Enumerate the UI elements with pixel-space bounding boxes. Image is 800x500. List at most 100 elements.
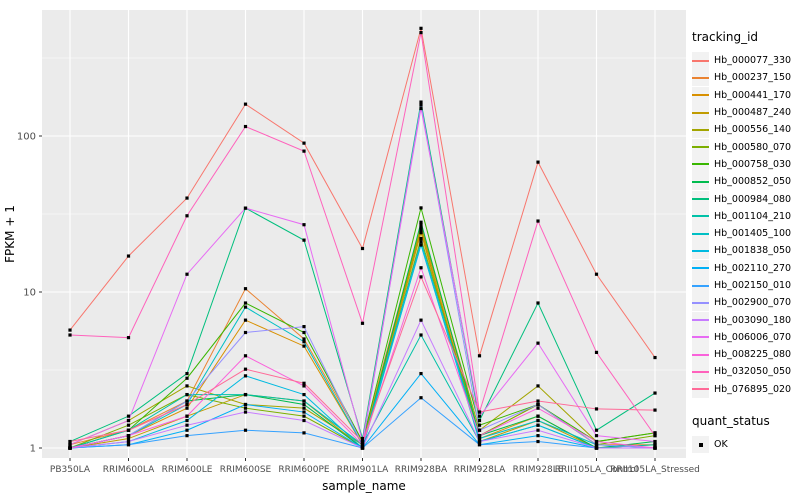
data-point bbox=[360, 439, 365, 444]
data-point bbox=[302, 340, 306, 344]
legend-item-Hb_000580_070: Hb_000580_070 bbox=[692, 138, 798, 156]
data-point bbox=[419, 100, 423, 104]
data-point bbox=[477, 443, 482, 447]
data-point bbox=[419, 266, 423, 270]
data-point bbox=[302, 392, 306, 397]
data-point bbox=[302, 418, 306, 423]
data-point bbox=[302, 399, 306, 403]
legend-item-label: Hb_000852_050 bbox=[714, 176, 792, 188]
legend-key-icon bbox=[692, 225, 709, 243]
data-point bbox=[594, 407, 599, 411]
data-point bbox=[360, 436, 365, 441]
data-point bbox=[302, 384, 306, 388]
legend-color-line-icon bbox=[692, 370, 709, 373]
data-point bbox=[243, 305, 248, 309]
data-point bbox=[536, 399, 540, 403]
data-point bbox=[419, 223, 423, 227]
legend-color-line-icon bbox=[692, 319, 709, 322]
data-point bbox=[536, 423, 540, 427]
data-point bbox=[419, 275, 423, 279]
legend-color-line-icon bbox=[692, 249, 709, 252]
data-point bbox=[419, 236, 423, 241]
x-tick-label: PB350LA bbox=[50, 465, 91, 475]
legend-key-icon bbox=[692, 277, 709, 294]
legend-key-icon bbox=[692, 380, 709, 398]
data-point bbox=[594, 446, 599, 450]
legend-key-icon bbox=[692, 346, 709, 364]
y-tick-label: 1 bbox=[30, 444, 36, 455]
data-point bbox=[477, 418, 482, 423]
data-point bbox=[419, 318, 423, 322]
ok-point-icon bbox=[692, 436, 709, 454]
data-point bbox=[185, 272, 189, 276]
x-tick-label: RRIM928LA bbox=[454, 465, 506, 475]
data-point bbox=[302, 330, 306, 335]
data-point bbox=[243, 374, 248, 378]
data-point bbox=[536, 439, 540, 444]
legend-item-label: Hb_000984_080 bbox=[714, 193, 792, 205]
legend-item-label: Hb_000758_030 bbox=[714, 158, 792, 170]
data-point bbox=[68, 439, 72, 444]
legend-key-icon bbox=[692, 328, 709, 346]
data-point bbox=[243, 301, 248, 305]
data-point bbox=[477, 414, 482, 418]
legend-item-Hb_006006_070: Hb_006006_070 bbox=[692, 328, 798, 346]
legend-item-label: Hb_002150_010 bbox=[714, 280, 792, 291]
legend-color-line-icon bbox=[692, 198, 709, 201]
data-point bbox=[536, 428, 540, 432]
data-point bbox=[185, 371, 189, 376]
data-point bbox=[653, 408, 657, 412]
legend-item-ok: OK bbox=[692, 436, 798, 454]
data-point bbox=[185, 376, 189, 380]
data-point bbox=[302, 238, 306, 242]
plot-panel bbox=[42, 10, 686, 458]
data-point bbox=[302, 344, 306, 348]
x-tick-label: RRIM600PE bbox=[278, 465, 330, 475]
data-point bbox=[653, 391, 657, 395]
data-point bbox=[243, 102, 248, 106]
data-point bbox=[594, 272, 599, 276]
legend-color-line-icon bbox=[692, 94, 709, 97]
legend-key-icon bbox=[692, 121, 709, 139]
data-point bbox=[653, 434, 657, 438]
data-point bbox=[302, 325, 306, 329]
legend-item-Hb_032050_050: Hb_032050_050 bbox=[692, 363, 798, 381]
legend-color-line-icon bbox=[692, 388, 709, 391]
data-point bbox=[360, 246, 365, 251]
legend-key-icon bbox=[692, 104, 709, 122]
data-point bbox=[419, 396, 423, 400]
legend-item-label: Hb_000077_330 bbox=[714, 55, 792, 67]
y-axis-title: FPKM + 1 bbox=[3, 205, 17, 263]
legend-item-Hb_001104_210: Hb_001104_210 bbox=[692, 207, 798, 225]
series-points-Hb_000077_330 bbox=[68, 26, 657, 360]
data-point bbox=[243, 402, 248, 407]
data-point bbox=[653, 439, 657, 444]
data-point bbox=[302, 223, 306, 227]
data-point bbox=[536, 434, 540, 438]
data-point bbox=[68, 333, 72, 337]
data-point bbox=[243, 318, 248, 322]
legend-item-label: Hb_076895_020 bbox=[714, 383, 792, 395]
data-point bbox=[419, 206, 423, 210]
data-point bbox=[477, 354, 482, 358]
panel-background bbox=[42, 10, 686, 458]
series-points-Hb_008225_080 bbox=[68, 266, 657, 450]
data-point bbox=[419, 371, 423, 376]
legend-item-Hb_000077_330: Hb_000077_330 bbox=[692, 52, 798, 70]
data-point bbox=[126, 434, 131, 438]
legend-color-line-icon bbox=[692, 146, 709, 149]
legend-color-line-icon bbox=[692, 76, 709, 79]
legend-color-line-icon bbox=[692, 215, 709, 218]
legend-key-icon bbox=[692, 86, 709, 104]
data-point bbox=[419, 225, 423, 229]
legend-key-icon bbox=[692, 363, 709, 381]
legend-key-icon bbox=[692, 173, 709, 191]
data-point bbox=[419, 240, 423, 244]
data-point bbox=[536, 341, 540, 345]
x-tick-label: RRIM928BA bbox=[395, 465, 448, 475]
legend-item-Hb_000852_050: Hb_000852_050 bbox=[692, 173, 798, 191]
data-point bbox=[185, 406, 189, 410]
legend-item-label: Hb_001405_100 bbox=[714, 228, 792, 240]
legend-item-Hb_008225_080: Hb_008225_080 bbox=[692, 346, 798, 364]
